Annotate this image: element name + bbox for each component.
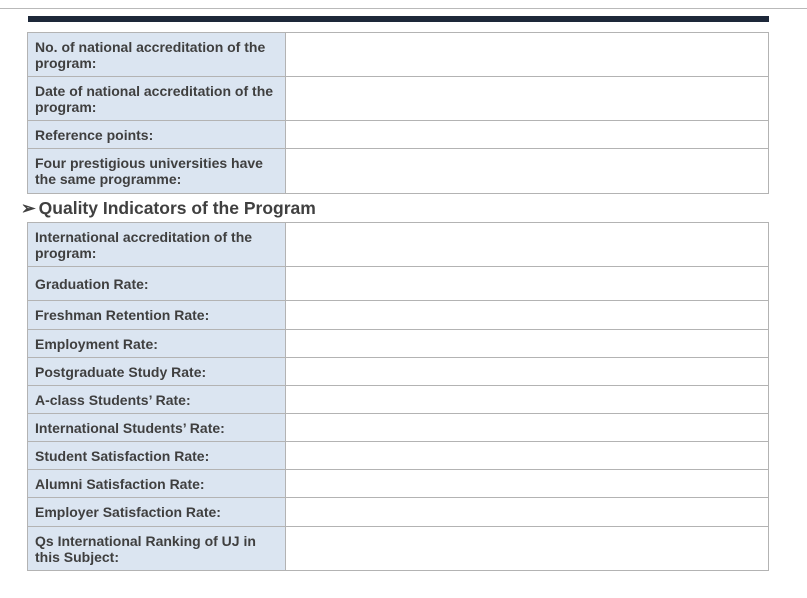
row-label-employer-satisfaction-rate: Employer Satisfaction Rate: [27, 497, 286, 527]
value-field-prestigious-universities[interactable] [285, 148, 769, 194]
value-field-international-accreditation[interactable] [285, 222, 769, 267]
row-label-international-accreditation: International accreditation of the progr… [27, 222, 286, 267]
row-label-student-satisfaction-rate: Student Satisfaction Rate: [27, 441, 286, 470]
value-field-national-accreditation-no[interactable] [285, 32, 769, 77]
table-row: Qs International Ranking of UJ in this S… [27, 526, 769, 571]
row-label-freshman-retention-rate: Freshman Retention Rate: [27, 300, 286, 330]
value-field-qs-international-ranking[interactable] [285, 526, 769, 571]
header-bar [28, 16, 769, 22]
table-row: No. of national accreditation of the pro… [27, 32, 769, 77]
row-label-graduation-rate: Graduation Rate: [27, 266, 286, 301]
table-row: Four prestigious universities have the s… [27, 148, 769, 194]
table-row: Date of national accreditation of the pr… [27, 76, 769, 121]
row-label-alumni-satisfaction-rate: Alumni Satisfaction Rate: [27, 469, 286, 498]
value-field-alumni-satisfaction-rate[interactable] [285, 469, 769, 498]
row-label-qs-international-ranking: Qs International Ranking of UJ in this S… [27, 526, 286, 571]
row-label-national-accreditation-no: No. of national accreditation of the pro… [27, 32, 286, 77]
value-field-graduation-rate[interactable] [285, 266, 769, 301]
value-field-reference-points[interactable] [285, 120, 769, 149]
accreditation-table: No. of national accreditation of the pro… [27, 32, 769, 194]
row-label-employment-rate: Employment Rate: [27, 329, 286, 358]
value-field-national-accreditation-date[interactable] [285, 76, 769, 121]
value-field-freshman-retention-rate[interactable] [285, 300, 769, 330]
table-row: Employer Satisfaction Rate: [27, 497, 769, 527]
table-row: Postgraduate Study Rate: [27, 357, 769, 386]
quality-indicators-table: International accreditation of the progr… [27, 222, 769, 571]
table-row: A-class Students’ Rate: [27, 385, 769, 414]
row-label-prestigious-universities: Four prestigious universities have the s… [27, 148, 286, 194]
table-row: Employment Rate: [27, 329, 769, 358]
row-label-postgraduate-study-rate: Postgraduate Study Rate: [27, 357, 286, 386]
top-rule [0, 8, 807, 9]
table-row: Graduation Rate: [27, 266, 769, 301]
section-heading-quality-indicators: ➢ Quality Indicators of the Program [21, 197, 316, 219]
table-row: Reference points: [27, 120, 769, 149]
table-row: Student Satisfaction Rate: [27, 441, 769, 470]
section-heading-text: Quality Indicators of the Program [38, 198, 316, 218]
table-row: International accreditation of the progr… [27, 222, 769, 267]
row-label-a-class-students-rate: A-class Students’ Rate: [27, 385, 286, 414]
value-field-international-students-rate[interactable] [285, 413, 769, 442]
value-field-a-class-students-rate[interactable] [285, 385, 769, 414]
table-row: International Students’ Rate: [27, 413, 769, 442]
row-label-national-accreditation-date: Date of national accreditation of the pr… [27, 76, 286, 121]
row-label-international-students-rate: International Students’ Rate: [27, 413, 286, 442]
table-row: Alumni Satisfaction Rate: [27, 469, 769, 498]
value-field-employer-satisfaction-rate[interactable] [285, 497, 769, 527]
table-row: Freshman Retention Rate: [27, 300, 769, 330]
row-label-reference-points: Reference points: [27, 120, 286, 149]
arrow-bullet-icon: ➢ [21, 198, 36, 218]
value-field-employment-rate[interactable] [285, 329, 769, 358]
value-field-student-satisfaction-rate[interactable] [285, 441, 769, 470]
value-field-postgraduate-study-rate[interactable] [285, 357, 769, 386]
